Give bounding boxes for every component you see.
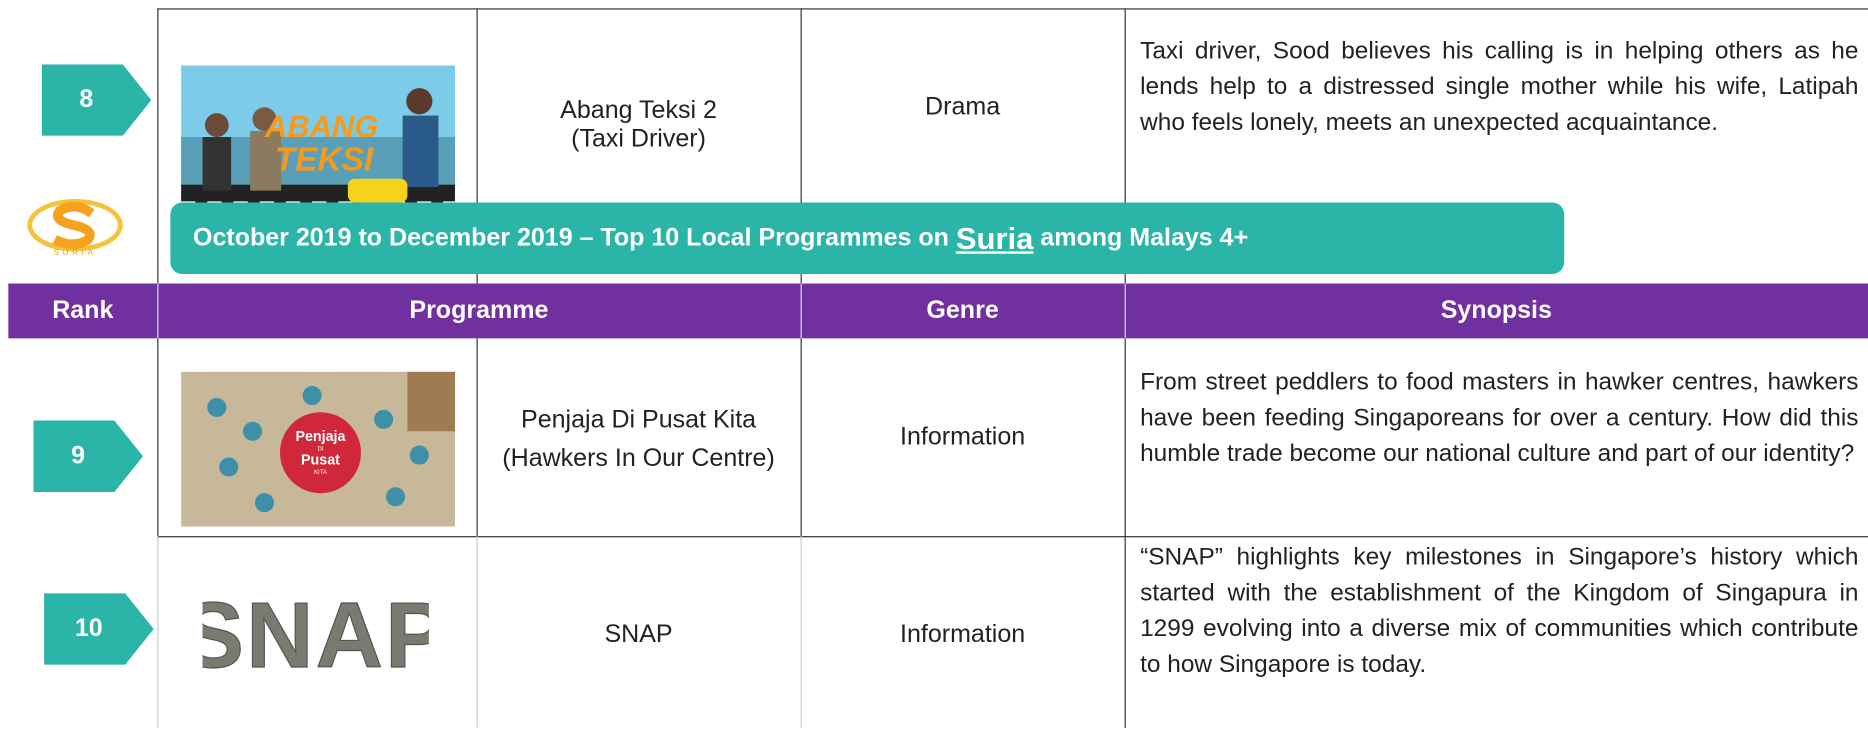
border xyxy=(1124,283,1126,339)
image-text: SNAP xyxy=(203,590,429,685)
border xyxy=(800,338,802,537)
border xyxy=(157,8,1868,10)
header-cell: Programme xyxy=(409,296,549,325)
programme-title: SNAP xyxy=(604,620,673,649)
logo-text: SURIA xyxy=(53,247,96,257)
synopsis-text: Taxi driver, Sood believes his calling i… xyxy=(1140,36,1859,136)
programme-subtitle: (Hawkers In Our Centre) xyxy=(502,444,775,472)
genre: Information xyxy=(900,422,1026,451)
border xyxy=(476,8,478,284)
image-text: TEKSI xyxy=(275,141,374,178)
banner: October 2019 to December 2019 – Top 10 L… xyxy=(170,202,1565,275)
programme-title: Abang Teksi 2 xyxy=(560,96,717,124)
image-text: ABANG xyxy=(264,109,379,144)
header-cell: Genre xyxy=(926,296,999,325)
border xyxy=(1124,338,1126,537)
arrow-shape xyxy=(41,64,152,136)
programme-image: ABANG TEKSI xyxy=(181,65,456,221)
border xyxy=(800,283,802,339)
arrow-shape xyxy=(33,420,143,493)
rank-badge: 9 xyxy=(33,420,143,493)
programme-title: Penjaja Di Pusat Kita xyxy=(521,406,757,434)
synopsis-text: From street peddlers to food masters in … xyxy=(1140,368,1859,468)
border xyxy=(476,338,478,537)
genre: Information xyxy=(900,620,1026,649)
header-bar xyxy=(8,283,1868,339)
rank: 10 xyxy=(74,614,103,643)
synopsis: Taxi driver, Sood believes his calling i… xyxy=(1125,10,1868,165)
header-cell: Synopsis xyxy=(1440,296,1552,325)
channel-name: Suria xyxy=(955,219,1034,256)
border xyxy=(157,536,1868,538)
border xyxy=(157,283,159,339)
genre: Drama xyxy=(925,92,1001,121)
rank: 8 xyxy=(79,85,94,114)
synopsis: “SNAP” highlights key milestones in Sing… xyxy=(1125,540,1868,728)
header-cell: Rank xyxy=(52,296,114,325)
synopsis: From street peddlers to food masters in … xyxy=(1125,343,1868,493)
programme-subtitle: (Taxi Driver) xyxy=(571,125,706,153)
rank: 9 xyxy=(71,441,85,470)
rank-badge: 8 xyxy=(41,64,152,136)
border xyxy=(476,536,478,728)
channel-logo: SURIA xyxy=(27,198,123,257)
image-text: Pusat xyxy=(301,453,340,469)
programme-cell: Penjaja Di Pusat Kita (Hawkers In Our Ce… xyxy=(488,369,788,510)
image-text: Penjaja xyxy=(295,429,346,445)
image-text: KITA xyxy=(314,470,327,476)
programme-image: Penjaja DI Pusat KITA xyxy=(181,371,456,527)
border xyxy=(800,8,802,284)
programme-cell: Abang Teksi 2 (Taxi Driver) xyxy=(477,71,801,178)
synopsis-text: “SNAP” highlights key milestones in Sing… xyxy=(1140,543,1859,678)
image-text: DI xyxy=(317,446,323,452)
border xyxy=(157,536,159,728)
banner-text: among Malays 4+ xyxy=(1033,223,1249,252)
border xyxy=(800,536,802,728)
border xyxy=(1124,8,1126,284)
arrow-shape xyxy=(44,593,154,665)
banner-text: October 2019 to December 2019 – Top 10 L… xyxy=(192,223,956,252)
border xyxy=(157,8,159,284)
border xyxy=(1124,536,1126,728)
rank-badge: 10 xyxy=(44,593,154,665)
programme-image: SNAP xyxy=(203,590,429,685)
border xyxy=(157,338,159,537)
